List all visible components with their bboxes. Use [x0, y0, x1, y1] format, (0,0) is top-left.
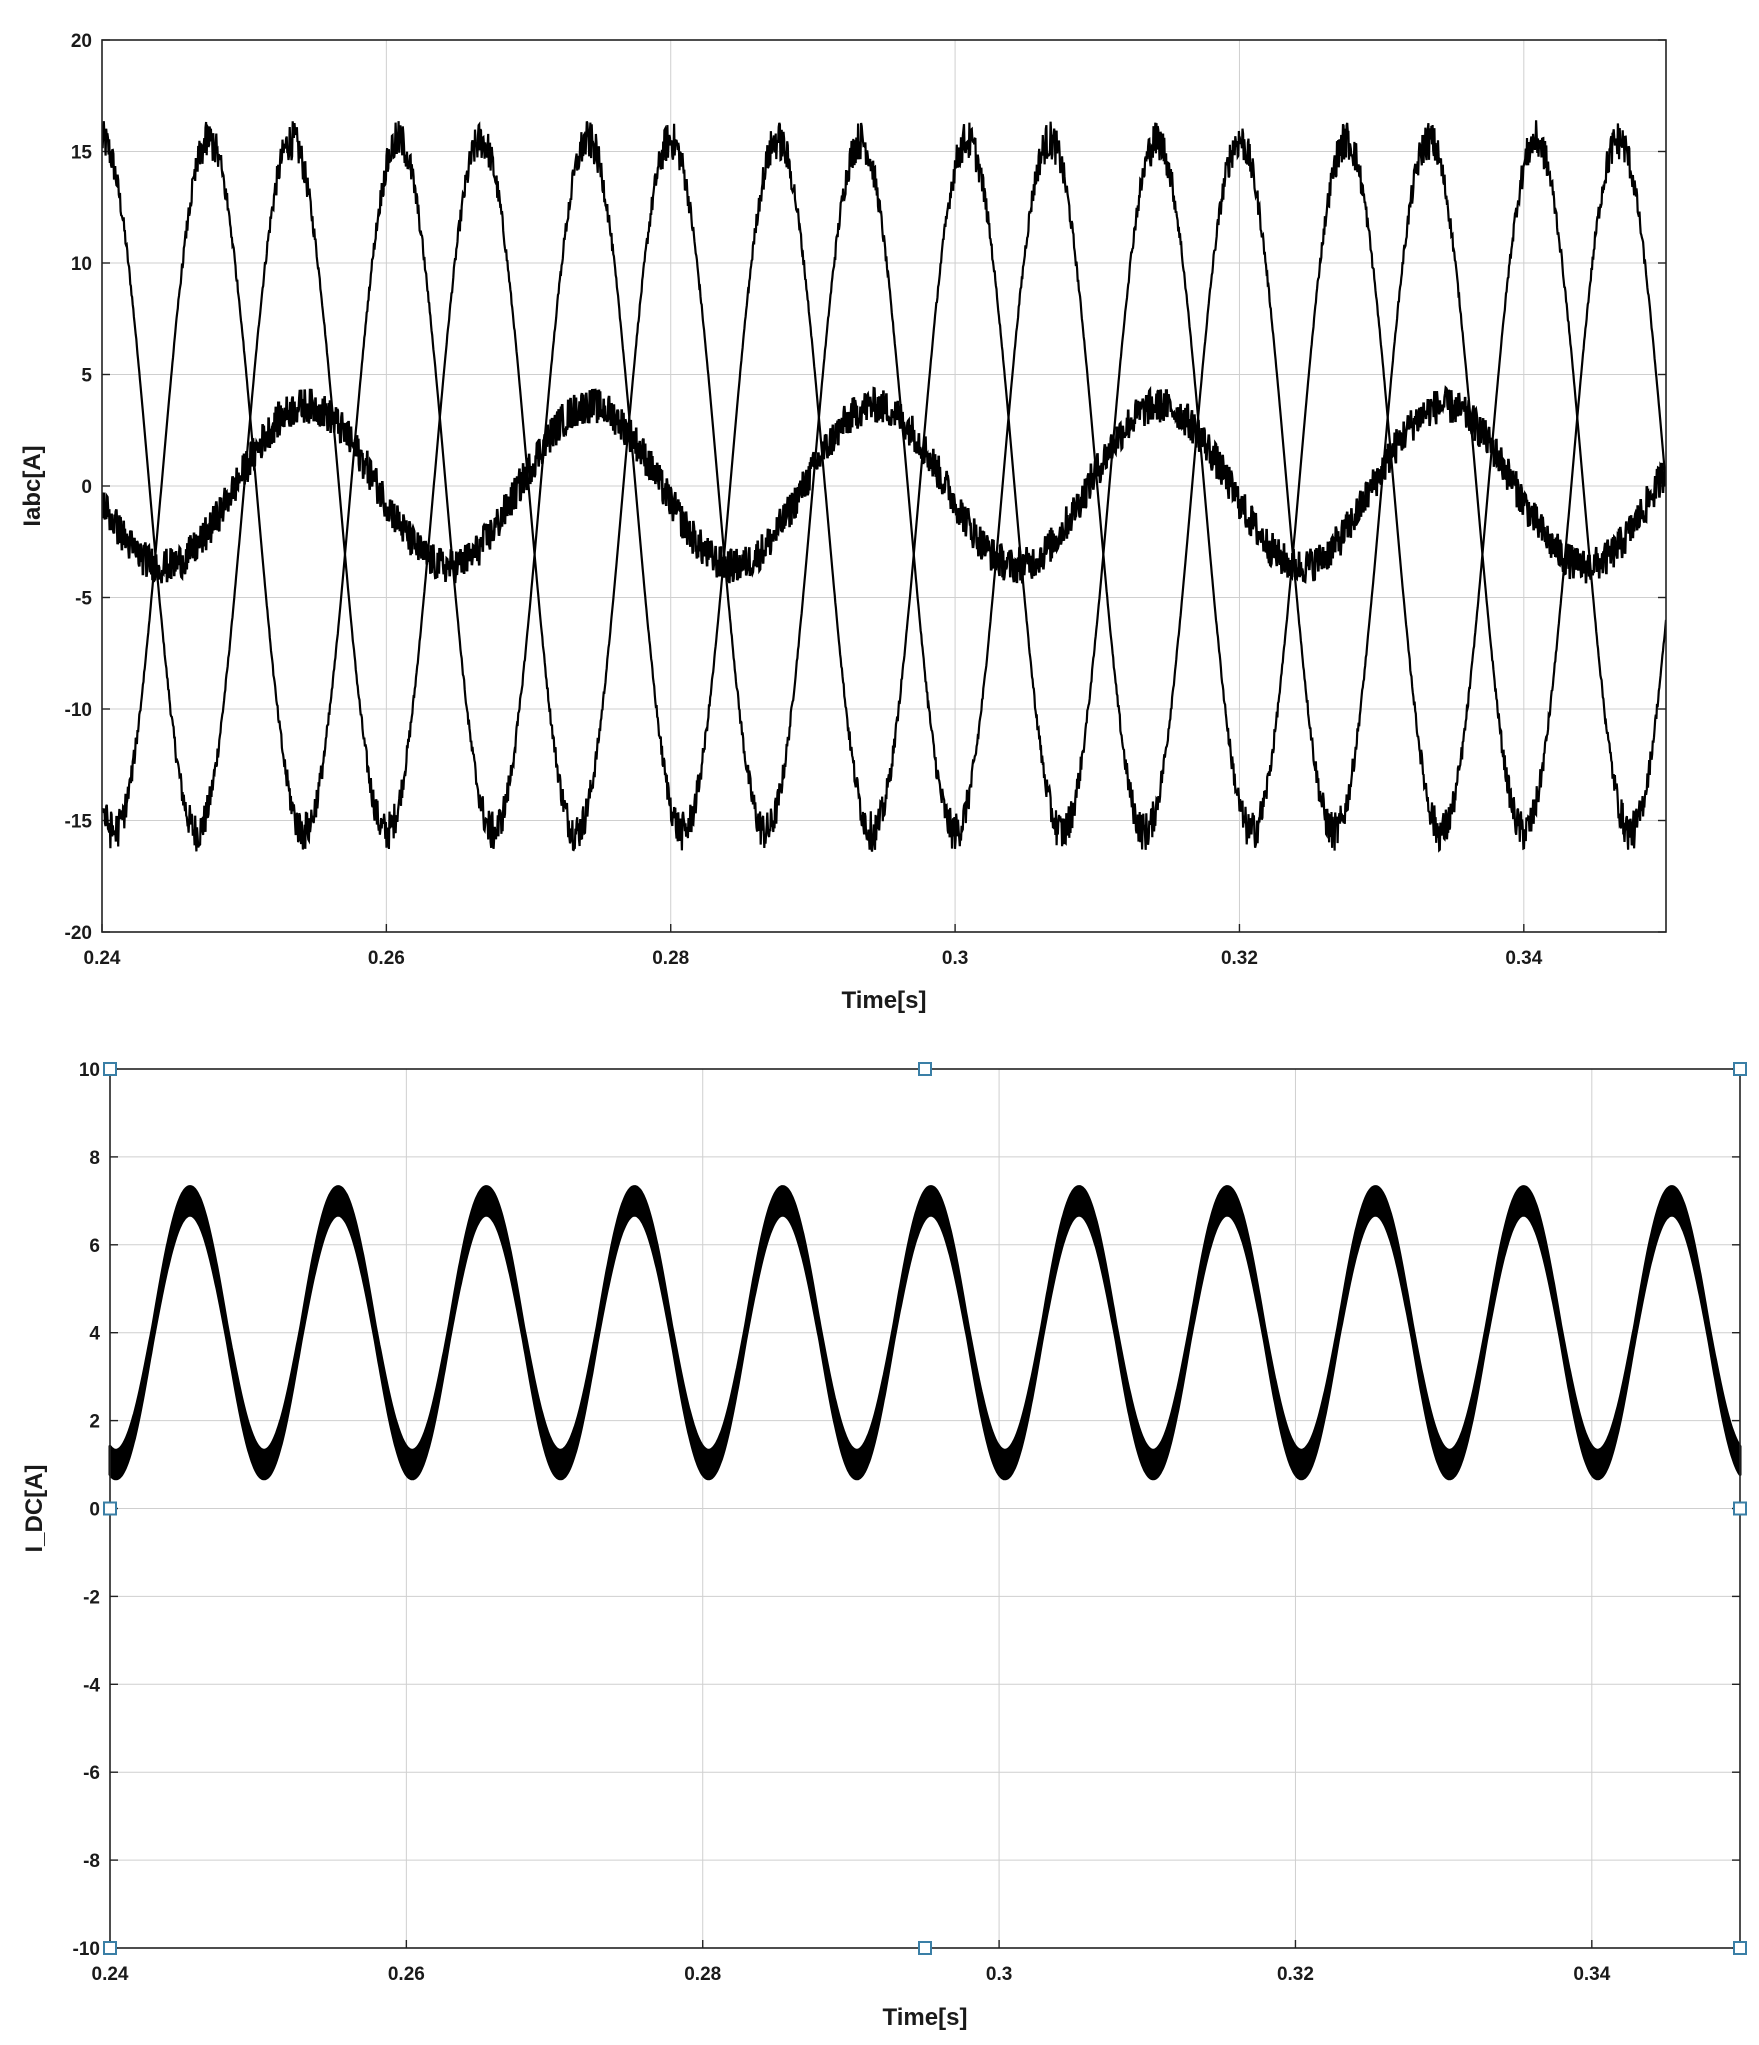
y-tick-label: 5	[81, 366, 92, 387]
x-tick-label: 0.28	[684, 1964, 721, 1985]
x-tick-label: 0.24	[92, 1964, 129, 1985]
iabc-chart: 0.24 0.26 0.28 0.3 0.32 0.34 -20 -15 -10 -5 0 5 10 1…	[19, 31, 1667, 1014]
x-tick-label: 0.34	[1505, 948, 1542, 969]
y-tick-label: -10	[65, 700, 92, 721]
iabc-y-tick-labels: -20 -15 -10 -5 0 5 10 15 20	[65, 31, 93, 944]
iabc-series-line-1	[102, 121, 1666, 852]
y-tick-label: 20	[71, 31, 92, 52]
iabc-series-group	[102, 120, 1666, 853]
x-tick-label: 0.3	[986, 1964, 1012, 1985]
idc-axes-handles	[103, 1062, 1747, 1955]
x-tick-label: 0.26	[368, 948, 405, 969]
y-tick-label: -20	[65, 923, 92, 944]
axes-selection-handle[interactable]	[103, 1501, 117, 1516]
axes-selection-handle[interactable]	[1733, 1501, 1747, 1516]
iabc-x-axis-label: Time[s]	[842, 987, 927, 1014]
x-tick-label: 0.28	[652, 948, 689, 969]
y-tick-label: -6	[83, 1763, 100, 1784]
axes-selection-handle[interactable]	[103, 1062, 117, 1076]
y-tick-label: 6	[89, 1236, 100, 1257]
iabc-grid	[101, 39, 1666, 933]
axes-selection-handle[interactable]	[918, 1062, 932, 1076]
iabc-y-axis-label: Iabc[A]	[19, 445, 46, 526]
y-tick-label: -15	[65, 812, 93, 833]
axes-selection-handle[interactable]	[1733, 1062, 1747, 1076]
iabc-x-tick-labels: 0.24 0.26 0.28 0.3 0.32 0.34	[84, 948, 1543, 969]
y-tick-label: 8	[89, 1148, 100, 1169]
iabc-series-line-3	[102, 385, 1666, 584]
axes-selection-handle[interactable]	[1733, 1941, 1747, 1955]
x-tick-label: 0.32	[1277, 1964, 1314, 1985]
x-tick-label: 0.32	[1221, 948, 1258, 969]
x-tick-label: 0.24	[84, 948, 121, 969]
y-tick-label: 4	[89, 1324, 100, 1345]
y-tick-label: -4	[83, 1675, 100, 1696]
y-tick-label: -2	[83, 1587, 100, 1608]
idc-y-tick-labels: -10 -8 -6 -4 -2 0 2 4 6 8 10	[73, 1060, 101, 1960]
y-tick-label: 10	[71, 254, 92, 275]
x-tick-label: 0.3	[942, 948, 968, 969]
y-tick-label: 10	[79, 1060, 100, 1081]
idc-chart: 0.24 0.26 0.28 0.3 0.32 0.34 -10 -8 -6 -4 -2 0 2 4 6 8…	[21, 1060, 1747, 2031]
axes-selection-handle[interactable]	[103, 1941, 117, 1955]
iabc-plot-frame	[101, 39, 1667, 933]
idc-y-axis-label: I_DC[A]	[21, 1465, 48, 1553]
y-tick-label: 0	[89, 1500, 100, 1521]
x-tick-label: 0.26	[388, 1964, 425, 1985]
y-tick-label: 2	[89, 1412, 100, 1433]
iabc-series-line-2	[102, 120, 1666, 853]
y-tick-label: -8	[83, 1851, 100, 1872]
y-tick-label: -5	[75, 589, 92, 610]
x-tick-label: 0.34	[1573, 1964, 1610, 1985]
y-tick-label: 15	[71, 143, 93, 164]
y-tick-label: -10	[73, 1939, 100, 1960]
idc-x-axis-label: Time[s]	[883, 2004, 968, 2031]
idc-x-tick-labels: 0.24 0.26 0.28 0.3 0.32 0.34	[92, 1964, 1611, 1985]
y-tick-label: 0	[81, 477, 92, 498]
axes-selection-handle[interactable]	[918, 1941, 932, 1955]
